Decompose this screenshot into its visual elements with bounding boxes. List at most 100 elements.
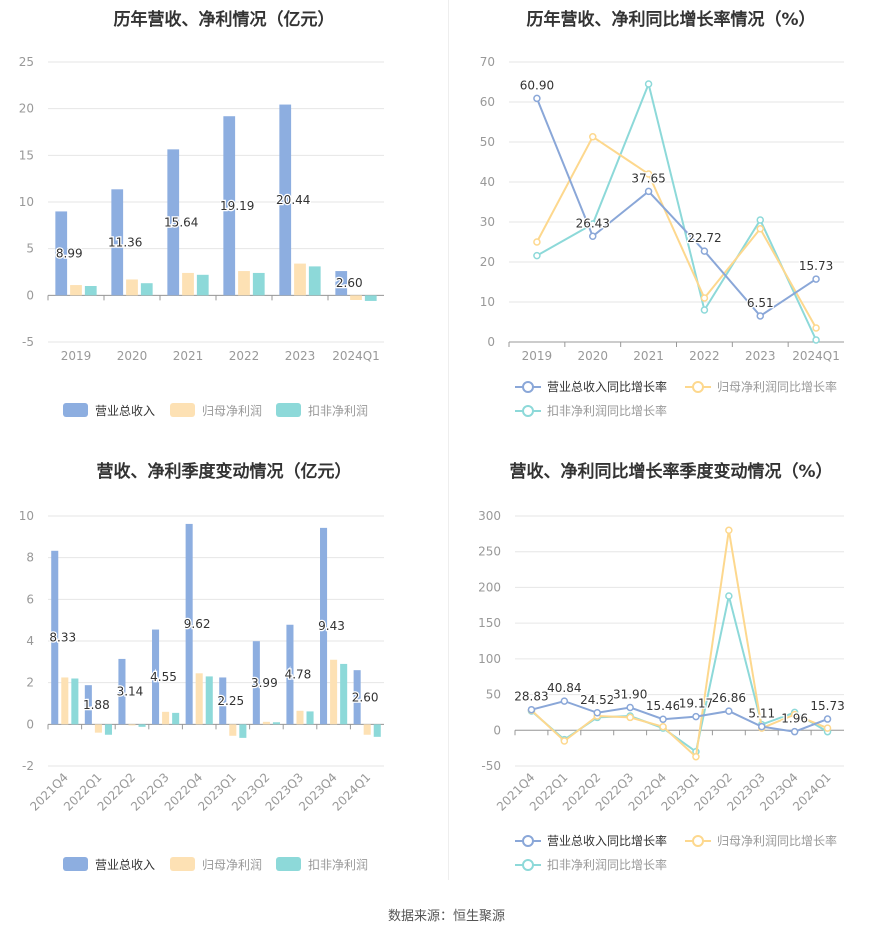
bar bbox=[238, 271, 250, 296]
bar bbox=[320, 527, 328, 725]
data-point bbox=[560, 737, 569, 745]
legend-swatch bbox=[276, 857, 301, 871]
quarterly-growth-chart: -500501001502002503002021Q42022Q12022Q22… bbox=[478, 509, 846, 872]
bar bbox=[239, 724, 247, 738]
y-tick-label: 0 bbox=[493, 723, 501, 737]
chart-title: 营收、净利季度变动情况（亿元） bbox=[96, 462, 352, 482]
y-tick-label: 2 bbox=[26, 676, 34, 690]
x-tick-label: 2024Q1 bbox=[792, 349, 840, 363]
series-line bbox=[530, 595, 829, 754]
data-label: 24.52 bbox=[580, 693, 614, 707]
data-label: 26.86 bbox=[712, 691, 746, 705]
y-tick-label: 20 bbox=[19, 102, 34, 116]
data-label: 3.14 bbox=[117, 685, 144, 699]
bar bbox=[364, 295, 377, 301]
data-label: 1.96 bbox=[781, 712, 808, 726]
y-tick-label: 60 bbox=[480, 95, 495, 109]
data-label: 11.36 bbox=[108, 235, 142, 249]
legend-label: 归母净利润同比增长率 bbox=[717, 833, 837, 848]
y-tick-label: 5 bbox=[26, 242, 34, 256]
data-point bbox=[812, 336, 820, 344]
x-tick-label: 2021 bbox=[633, 349, 664, 363]
legend-marker bbox=[522, 405, 534, 417]
data-point bbox=[533, 251, 541, 260]
annual-amount-chart: -5 0 5 10 15 20 25 2019 8.99 2020 11.36 2021 15.64 20… bbox=[19, 55, 384, 418]
x-tick-label: 2019 bbox=[61, 349, 92, 363]
bar bbox=[219, 677, 227, 725]
y-tick-label: -5 bbox=[22, 335, 34, 349]
data-point bbox=[700, 306, 709, 314]
data-point bbox=[823, 724, 832, 732]
bar bbox=[84, 685, 92, 725]
bar bbox=[272, 722, 280, 725]
bar bbox=[126, 279, 138, 296]
data-point bbox=[659, 722, 667, 731]
bar bbox=[182, 272, 194, 296]
series-line bbox=[536, 80, 817, 341]
bar bbox=[172, 712, 180, 725]
legend-swatch bbox=[276, 403, 301, 417]
y-tick-label: 10 bbox=[19, 195, 34, 209]
data-point bbox=[533, 94, 541, 103]
panel-annual-growth: 历年营收、净利同比增长率情况（%） 0 10 20 30 40 50 60 70 2019 202… bbox=[449, 0, 893, 430]
y-tick-label: 0 bbox=[487, 335, 495, 349]
y-tick-label: 25 bbox=[19, 55, 34, 69]
x-tick-label: 2022 bbox=[689, 349, 720, 363]
data-label: 15.64 bbox=[164, 215, 198, 229]
data-label: 60.90 bbox=[520, 78, 554, 92]
data-point bbox=[626, 703, 634, 712]
vertical-divider bbox=[448, 0, 449, 880]
y-tick-label: 10 bbox=[19, 509, 34, 523]
data-label: 9.62 bbox=[184, 617, 211, 631]
legend-label: 营业总收入 bbox=[95, 858, 155, 872]
y-tick-label: 4 bbox=[26, 634, 34, 648]
legend-swatch bbox=[170, 857, 195, 871]
bar bbox=[84, 286, 97, 296]
data-point bbox=[725, 526, 733, 535]
y-tick-label: 50 bbox=[486, 688, 501, 702]
bar bbox=[262, 721, 270, 725]
bar bbox=[335, 271, 348, 296]
bar bbox=[152, 629, 160, 725]
data-point bbox=[725, 707, 733, 715]
y-tick-label: 100 bbox=[478, 652, 501, 666]
y-tick-label: 150 bbox=[478, 616, 501, 630]
data-point bbox=[527, 705, 536, 714]
bar bbox=[196, 274, 209, 296]
y-tick-label: 30 bbox=[480, 215, 495, 229]
data-point bbox=[790, 710, 799, 719]
series-line bbox=[531, 700, 828, 733]
y-tick-label: 300 bbox=[478, 509, 501, 523]
data-point bbox=[589, 232, 597, 241]
data-point bbox=[692, 752, 700, 761]
data-label: 31.90 bbox=[613, 688, 647, 702]
data-label: 8.33 bbox=[49, 631, 76, 645]
data-point bbox=[756, 312, 764, 320]
data-point bbox=[725, 592, 733, 600]
x-tick-label: 2023 bbox=[285, 349, 316, 363]
y-tick-label: 10 bbox=[480, 295, 495, 309]
bar bbox=[128, 724, 136, 726]
bar bbox=[353, 670, 361, 725]
series-line bbox=[530, 530, 828, 759]
bar bbox=[363, 724, 371, 735]
data-label: 4.55 bbox=[150, 670, 177, 684]
bar bbox=[167, 149, 180, 296]
y-tick-label: -50 bbox=[481, 759, 501, 773]
bar bbox=[104, 724, 112, 735]
data-point bbox=[812, 324, 820, 332]
data-label: 15.73 bbox=[799, 259, 833, 273]
data-point bbox=[644, 187, 653, 196]
data-point bbox=[593, 709, 601, 717]
data-label: 40.84 bbox=[547, 681, 581, 695]
y-tick-label: 250 bbox=[478, 545, 501, 559]
data-point bbox=[533, 238, 541, 246]
series-line bbox=[535, 98, 817, 318]
legend-marker bbox=[522, 835, 534, 847]
legend-swatch bbox=[63, 857, 88, 871]
data-label: 22.72 bbox=[687, 231, 721, 245]
bar bbox=[252, 641, 260, 725]
legend-label: 营业总收入同比增长率 bbox=[547, 379, 667, 394]
legend-swatch bbox=[63, 403, 88, 417]
bar bbox=[71, 678, 79, 725]
